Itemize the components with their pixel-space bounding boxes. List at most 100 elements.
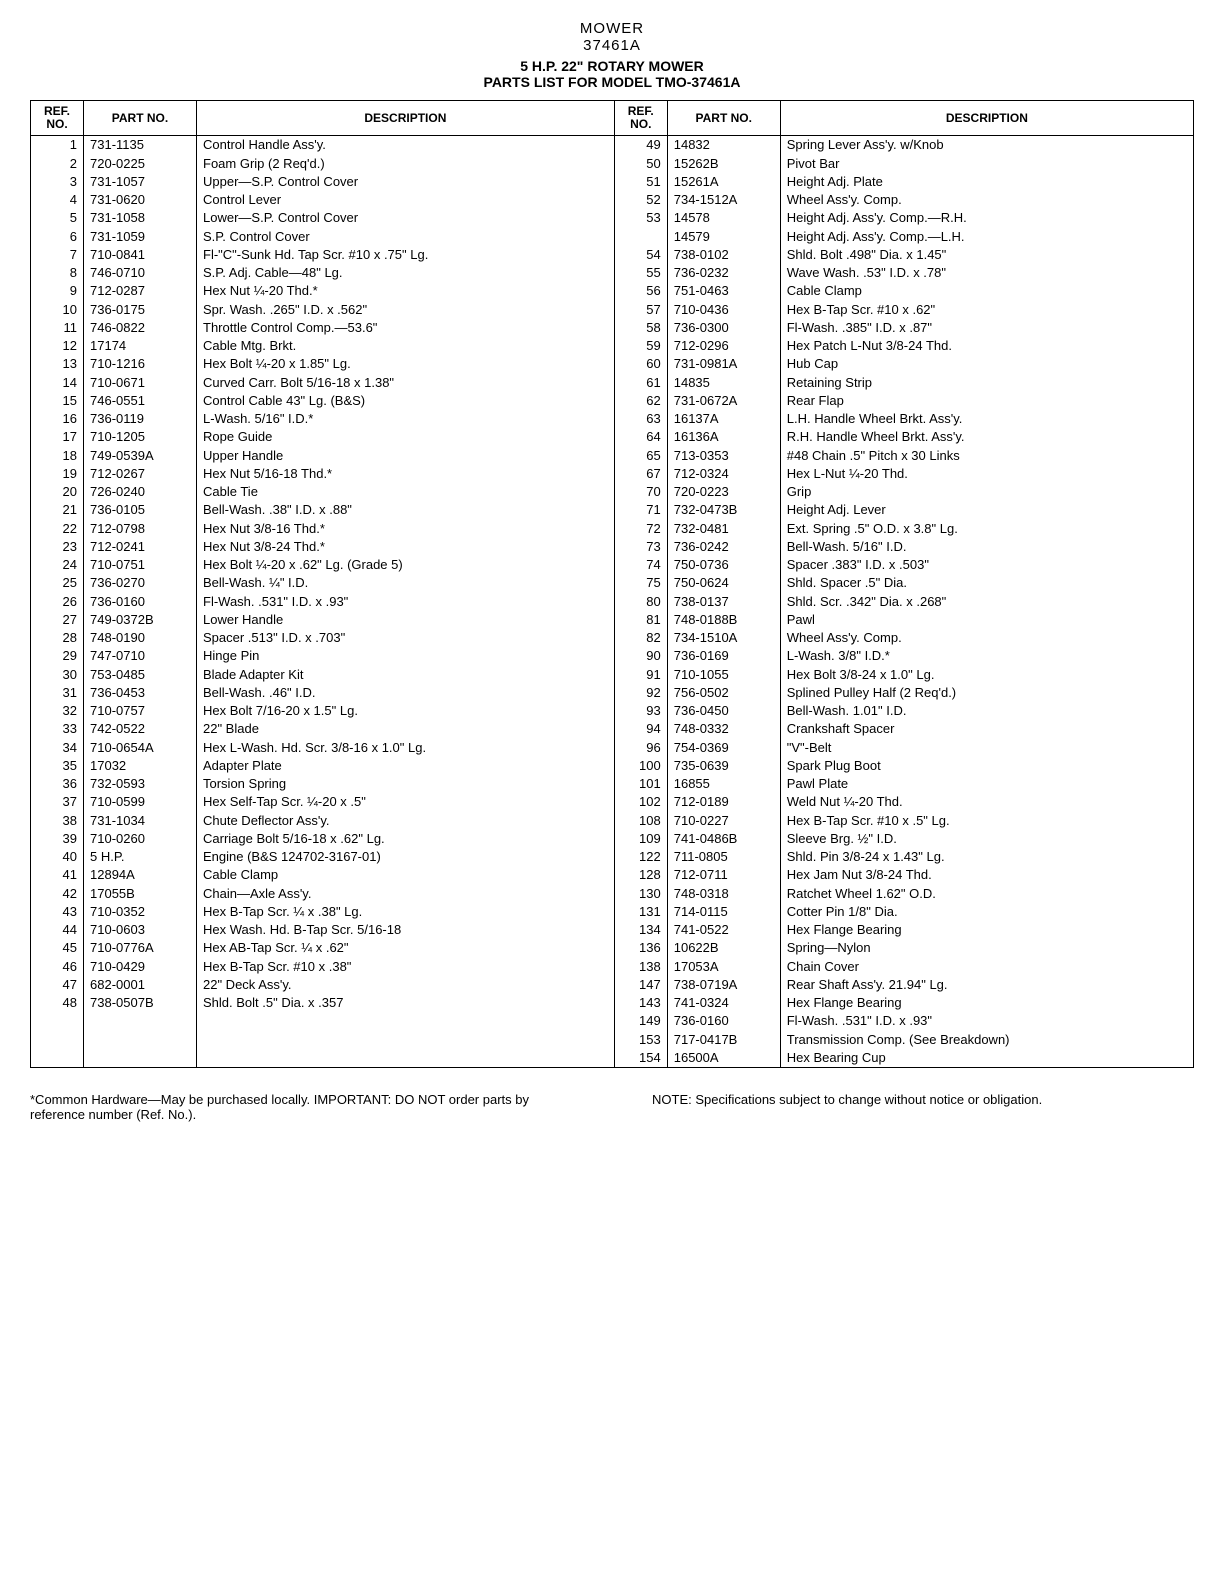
col-desc-left: DESCRIPTION [197,101,615,136]
ref-cell: 23 [31,538,84,556]
table-row: 48738-0507BShld. Bolt .5" Dia. x .357143… [31,994,1194,1012]
desc-cell: Hex Bolt ¼-20 x 1.85" Lg. [197,355,615,373]
table-row: 30753-0485Blade Adapter Kit91710-1055Hex… [31,666,1194,684]
part-cell: 736-0119 [84,410,197,428]
part-cell: 714-0115 [667,903,780,921]
ref-cell: 143 [614,994,667,1012]
table-row: 20726-0240Cable Tie70720-0223Grip [31,483,1194,501]
ref-cell: 63 [614,410,667,428]
ref-cell: 24 [31,556,84,574]
part-cell: 748-0188B [667,611,780,629]
ref-cell: 82 [614,629,667,647]
desc-cell: Hex Patch L-Nut 3/8-24 Thd. [780,337,1193,355]
part-cell: 749-0372B [84,611,197,629]
part-cell: 710-0671 [84,374,197,392]
desc-cell: Hex Flange Bearing [780,921,1193,939]
desc-cell: Chute Deflector Ass'y. [197,812,615,830]
part-cell [84,1031,197,1049]
part-cell: 736-0169 [667,647,780,665]
part-cell: 17055B [84,885,197,903]
part-cell: 17053A [667,958,780,976]
ref-cell: 70 [614,483,667,501]
part-cell: 16855 [667,775,780,793]
desc-cell: Spring—Nylon [780,939,1193,957]
part-cell: 712-0267 [84,465,197,483]
ref-cell: 56 [614,282,667,300]
table-row: 16736-0119L-Wash. 5/16" I.D.*6316137AL.H… [31,410,1194,428]
desc-cell: Cable Clamp [780,282,1193,300]
ref-cell: 32 [31,702,84,720]
part-cell: 16137A [667,410,780,428]
ref-cell: 42 [31,885,84,903]
part-cell: 736-0453 [84,684,197,702]
desc-cell: Hex B-Tap Scr. #10 x .62" [780,301,1193,319]
ref-cell: 2 [31,155,84,173]
desc-cell: Bell-Wash. 1.01" I.D. [780,702,1193,720]
table-row: 17710-1205Rope Guide6416136AR.H. Handle … [31,428,1194,446]
part-cell [84,1012,197,1030]
part-cell: 736-0105 [84,501,197,519]
ref-cell: 33 [31,720,84,738]
part-cell: 15261A [667,173,780,191]
ref-cell: 90 [614,647,667,665]
part-cell: 710-0599 [84,793,197,811]
table-row: 46710-0429Hex B-Tap Scr. #10 x .38"13817… [31,958,1194,976]
desc-cell: Hex Nut 3/8-24 Thd.* [197,538,615,556]
ref-cell: 75 [614,574,667,592]
ref-cell: 47 [31,976,84,994]
part-cell: 14578 [667,209,780,227]
footer-left: *Common Hardware—May be purchased locall… [30,1092,572,1122]
desc-cell: Pivot Bar [780,155,1193,173]
desc-cell: Wheel Ass'y. Comp. [780,629,1193,647]
table-row: 45710-0776AHex AB-Tap Scr. ¼ x .62"13610… [31,939,1194,957]
desc-cell [197,1031,615,1049]
table-row: 19712-0267Hex Nut 5/16-18 Thd.*67712-032… [31,465,1194,483]
part-cell: 14832 [667,136,780,155]
ref-cell: 53 [614,209,667,227]
part-cell: 731-1057 [84,173,197,191]
desc-cell: S.P. Control Cover [197,228,615,246]
part-cell: 738-0719A [667,976,780,994]
ref-cell: 20 [31,483,84,501]
desc-cell: Hex B-Tap Scr. ¼ x .38" Lg. [197,903,615,921]
desc-cell: 22" Deck Ass'y. [197,976,615,994]
desc-cell: Shld. Bolt .5" Dia. x .357 [197,994,615,1012]
part-cell: 736-0160 [667,1012,780,1030]
desc-cell: Wheel Ass'y. Comp. [780,191,1193,209]
ref-cell: 16 [31,410,84,428]
desc-cell: Bell-Wash. 5/16" I.D. [780,538,1193,556]
table-row: 22712-0798Hex Nut 3/8-16 Thd.*72732-0481… [31,520,1194,538]
ref-cell: 67 [614,465,667,483]
desc-cell: Retaining Strip [780,374,1193,392]
part-cell: 741-0486B [667,830,780,848]
part-cell: 710-0227 [667,812,780,830]
table-row: 27749-0372BLower Handle81748-0188BPawl [31,611,1194,629]
desc-cell: 22" Blade [197,720,615,738]
desc-cell: Throttle Control Comp.—53.6" [197,319,615,337]
table-row: 23712-0241Hex Nut 3/8-24 Thd.*73736-0242… [31,538,1194,556]
table-row: 33742-052222" Blade94748-0332Crankshaft … [31,720,1194,738]
part-cell: 734-1512A [667,191,780,209]
part-cell: 731-1058 [84,209,197,227]
desc-cell: Pawl Plate [780,775,1193,793]
desc-cell: Upper Handle [197,447,615,465]
ref-cell: 81 [614,611,667,629]
part-cell: 734-1510A [667,629,780,647]
desc-cell: #48 Chain .5" Pitch x 30 Links [780,447,1193,465]
desc-cell: Blade Adapter Kit [197,666,615,684]
table-row: 14710-0671Curved Carr. Bolt 5/16-18 x 1.… [31,374,1194,392]
page-header: MOWER 37461A 5 H.P. 22" ROTARY MOWER PAR… [30,20,1194,90]
desc-cell: Height Adj. Plate [780,173,1193,191]
ref-cell: 73 [614,538,667,556]
desc-cell: Hex AB-Tap Scr. ¼ x .62" [197,939,615,957]
part-cell: 16500A [667,1049,780,1068]
desc-cell: Hex Bearing Cup [780,1049,1193,1068]
desc-cell: Hex Nut 3/8-16 Thd.* [197,520,615,538]
part-cell: 710-0603 [84,921,197,939]
ref-cell: 1 [31,136,84,155]
col-desc-right: DESCRIPTION [780,101,1193,136]
ref-cell: 61 [614,374,667,392]
desc-cell: Transmission Comp. (See Breakdown) [780,1031,1193,1049]
ref-cell: 34 [31,739,84,757]
desc-cell: Chain Cover [780,958,1193,976]
